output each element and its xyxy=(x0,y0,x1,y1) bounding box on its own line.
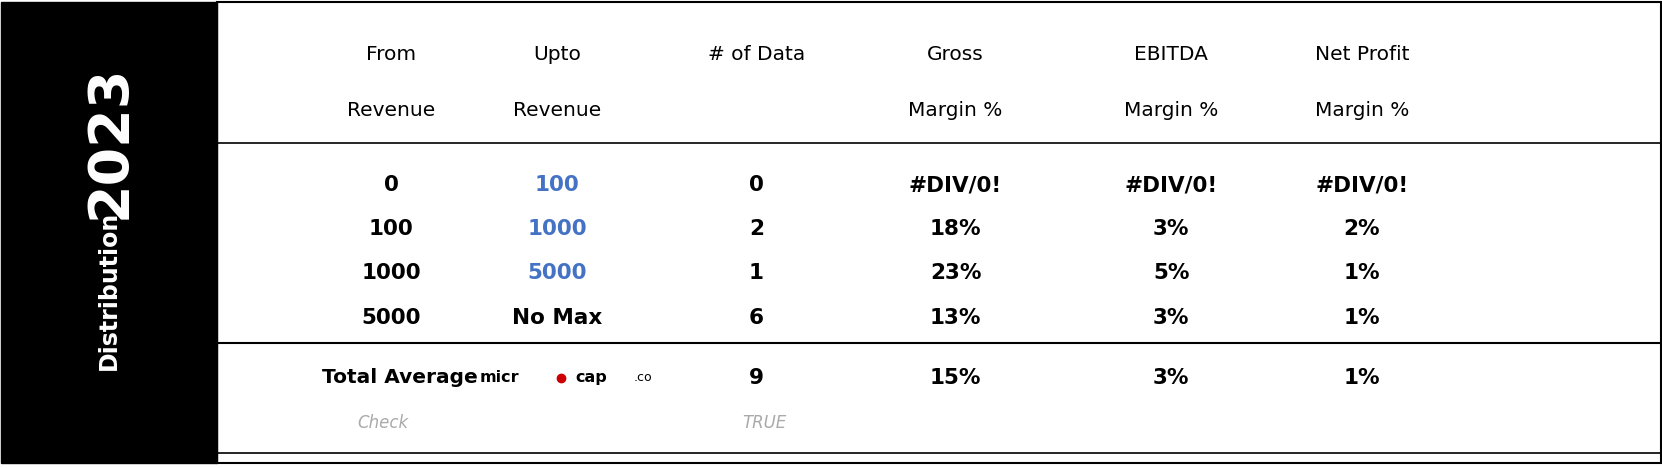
Text: 5000: 5000 xyxy=(527,263,587,283)
Text: 1000: 1000 xyxy=(527,219,587,239)
Text: 13%: 13% xyxy=(929,308,981,328)
Bar xyxy=(2,1,218,463)
Text: 3%: 3% xyxy=(1153,368,1190,388)
Text: 3%: 3% xyxy=(1153,308,1190,328)
Text: TRUE: TRUE xyxy=(743,414,786,432)
Text: 9: 9 xyxy=(750,368,765,388)
Text: 1000: 1000 xyxy=(362,263,420,283)
Text: Margin %: Margin % xyxy=(1315,101,1409,119)
Text: Margin %: Margin % xyxy=(907,101,1002,119)
Text: 100: 100 xyxy=(369,219,414,239)
Text: 0: 0 xyxy=(750,176,765,195)
Text: 1%: 1% xyxy=(1343,308,1379,328)
Text: 6: 6 xyxy=(750,308,765,328)
Text: No Max: No Max xyxy=(512,308,602,328)
Text: Revenue: Revenue xyxy=(347,101,435,119)
Text: 18%: 18% xyxy=(929,219,981,239)
Text: #DIV/0!: #DIV/0! xyxy=(1315,176,1408,195)
Text: 0: 0 xyxy=(384,176,399,195)
Text: #DIV/0!: #DIV/0! xyxy=(909,176,1002,195)
Text: Total Average: Total Average xyxy=(322,368,477,387)
Text: 5%: 5% xyxy=(1153,263,1190,283)
Text: Net Profit: Net Profit xyxy=(1315,44,1409,64)
Text: Margin %: Margin % xyxy=(1124,101,1218,119)
Text: Gross: Gross xyxy=(927,44,984,64)
Text: Check: Check xyxy=(357,414,409,432)
Text: 100: 100 xyxy=(535,176,580,195)
Text: micr: micr xyxy=(479,370,519,385)
Text: 23%: 23% xyxy=(929,263,981,283)
Text: 3%: 3% xyxy=(1153,219,1190,239)
Text: 1: 1 xyxy=(750,263,765,283)
Text: 2: 2 xyxy=(750,219,765,239)
Text: 15%: 15% xyxy=(929,368,981,388)
Text: .co: .co xyxy=(633,371,652,384)
Bar xyxy=(218,1,1660,463)
Text: 1%: 1% xyxy=(1343,368,1379,388)
Text: EBITDA: EBITDA xyxy=(1133,44,1208,64)
Text: # of Data: # of Data xyxy=(708,44,804,64)
Text: Distribution: Distribution xyxy=(98,211,121,370)
Text: From: From xyxy=(366,44,417,64)
Text: 2023: 2023 xyxy=(81,65,136,219)
Text: cap: cap xyxy=(575,370,607,385)
Text: 1%: 1% xyxy=(1343,263,1379,283)
Text: Revenue: Revenue xyxy=(514,101,602,119)
Text: 2%: 2% xyxy=(1343,219,1379,239)
Text: #DIV/0!: #DIV/0! xyxy=(1125,176,1218,195)
Text: Upto: Upto xyxy=(534,44,582,64)
Text: 5000: 5000 xyxy=(362,308,420,328)
